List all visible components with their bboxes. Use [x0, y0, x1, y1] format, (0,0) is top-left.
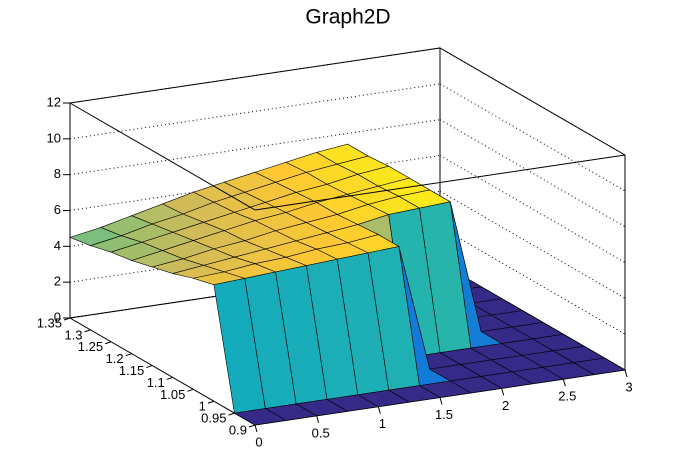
y-tick	[207, 400, 215, 404]
surface-cell	[233, 408, 287, 426]
x-tick	[439, 397, 443, 405]
x-tick	[562, 379, 566, 387]
y-tick	[84, 329, 91, 333]
x-tick-label: 0	[255, 434, 262, 449]
z-tick-label: 6	[54, 202, 61, 217]
z-tick-label: 12	[47, 94, 61, 109]
y-tick-label: 0.9	[229, 422, 247, 437]
y-tick-label: 1.2	[106, 351, 124, 366]
y-tick-label: 1.35	[37, 315, 62, 330]
x-tick	[316, 415, 320, 423]
x-tick-label: 3	[625, 379, 632, 394]
x-tick-label: 1.5	[435, 407, 453, 422]
z-tick-label: 10	[47, 130, 61, 145]
y-tick	[248, 424, 256, 428]
y-tick	[146, 365, 153, 369]
y-tick	[104, 341, 112, 345]
y-tick	[166, 376, 173, 380]
y-tick	[228, 412, 235, 416]
z-tick-label: 4	[54, 238, 61, 253]
z-tick-label: 8	[54, 166, 61, 181]
y-tick-label: 0.95	[201, 411, 226, 426]
box-edge	[69, 102, 256, 211]
x-tick-label: 2.5	[558, 389, 576, 404]
z-tick-label: 2	[54, 274, 61, 289]
y-tick	[187, 388, 194, 392]
y-tick-label: 1	[199, 399, 206, 414]
y-tick-label: 1.3	[64, 327, 82, 342]
x-tick-label: 0.5	[312, 425, 330, 440]
x-tick	[377, 406, 381, 414]
x-tick-label: 2	[502, 398, 509, 413]
z-tick-label: 0	[54, 309, 61, 324]
chart-title: Graph2D	[305, 6, 390, 29]
x-tick	[254, 424, 258, 433]
y-tick-label: 1.25	[78, 339, 103, 354]
y-tick	[63, 317, 71, 321]
x-tick	[624, 369, 628, 378]
y-tick	[125, 353, 132, 357]
y-tick-label: 1.1	[147, 375, 165, 390]
box-edge	[254, 154, 626, 211]
y-tick-label: 1.15	[119, 363, 144, 378]
x-tick	[501, 388, 505, 396]
y-tick-label: 1.05	[160, 387, 185, 402]
x-tick-label: 1	[379, 416, 386, 431]
